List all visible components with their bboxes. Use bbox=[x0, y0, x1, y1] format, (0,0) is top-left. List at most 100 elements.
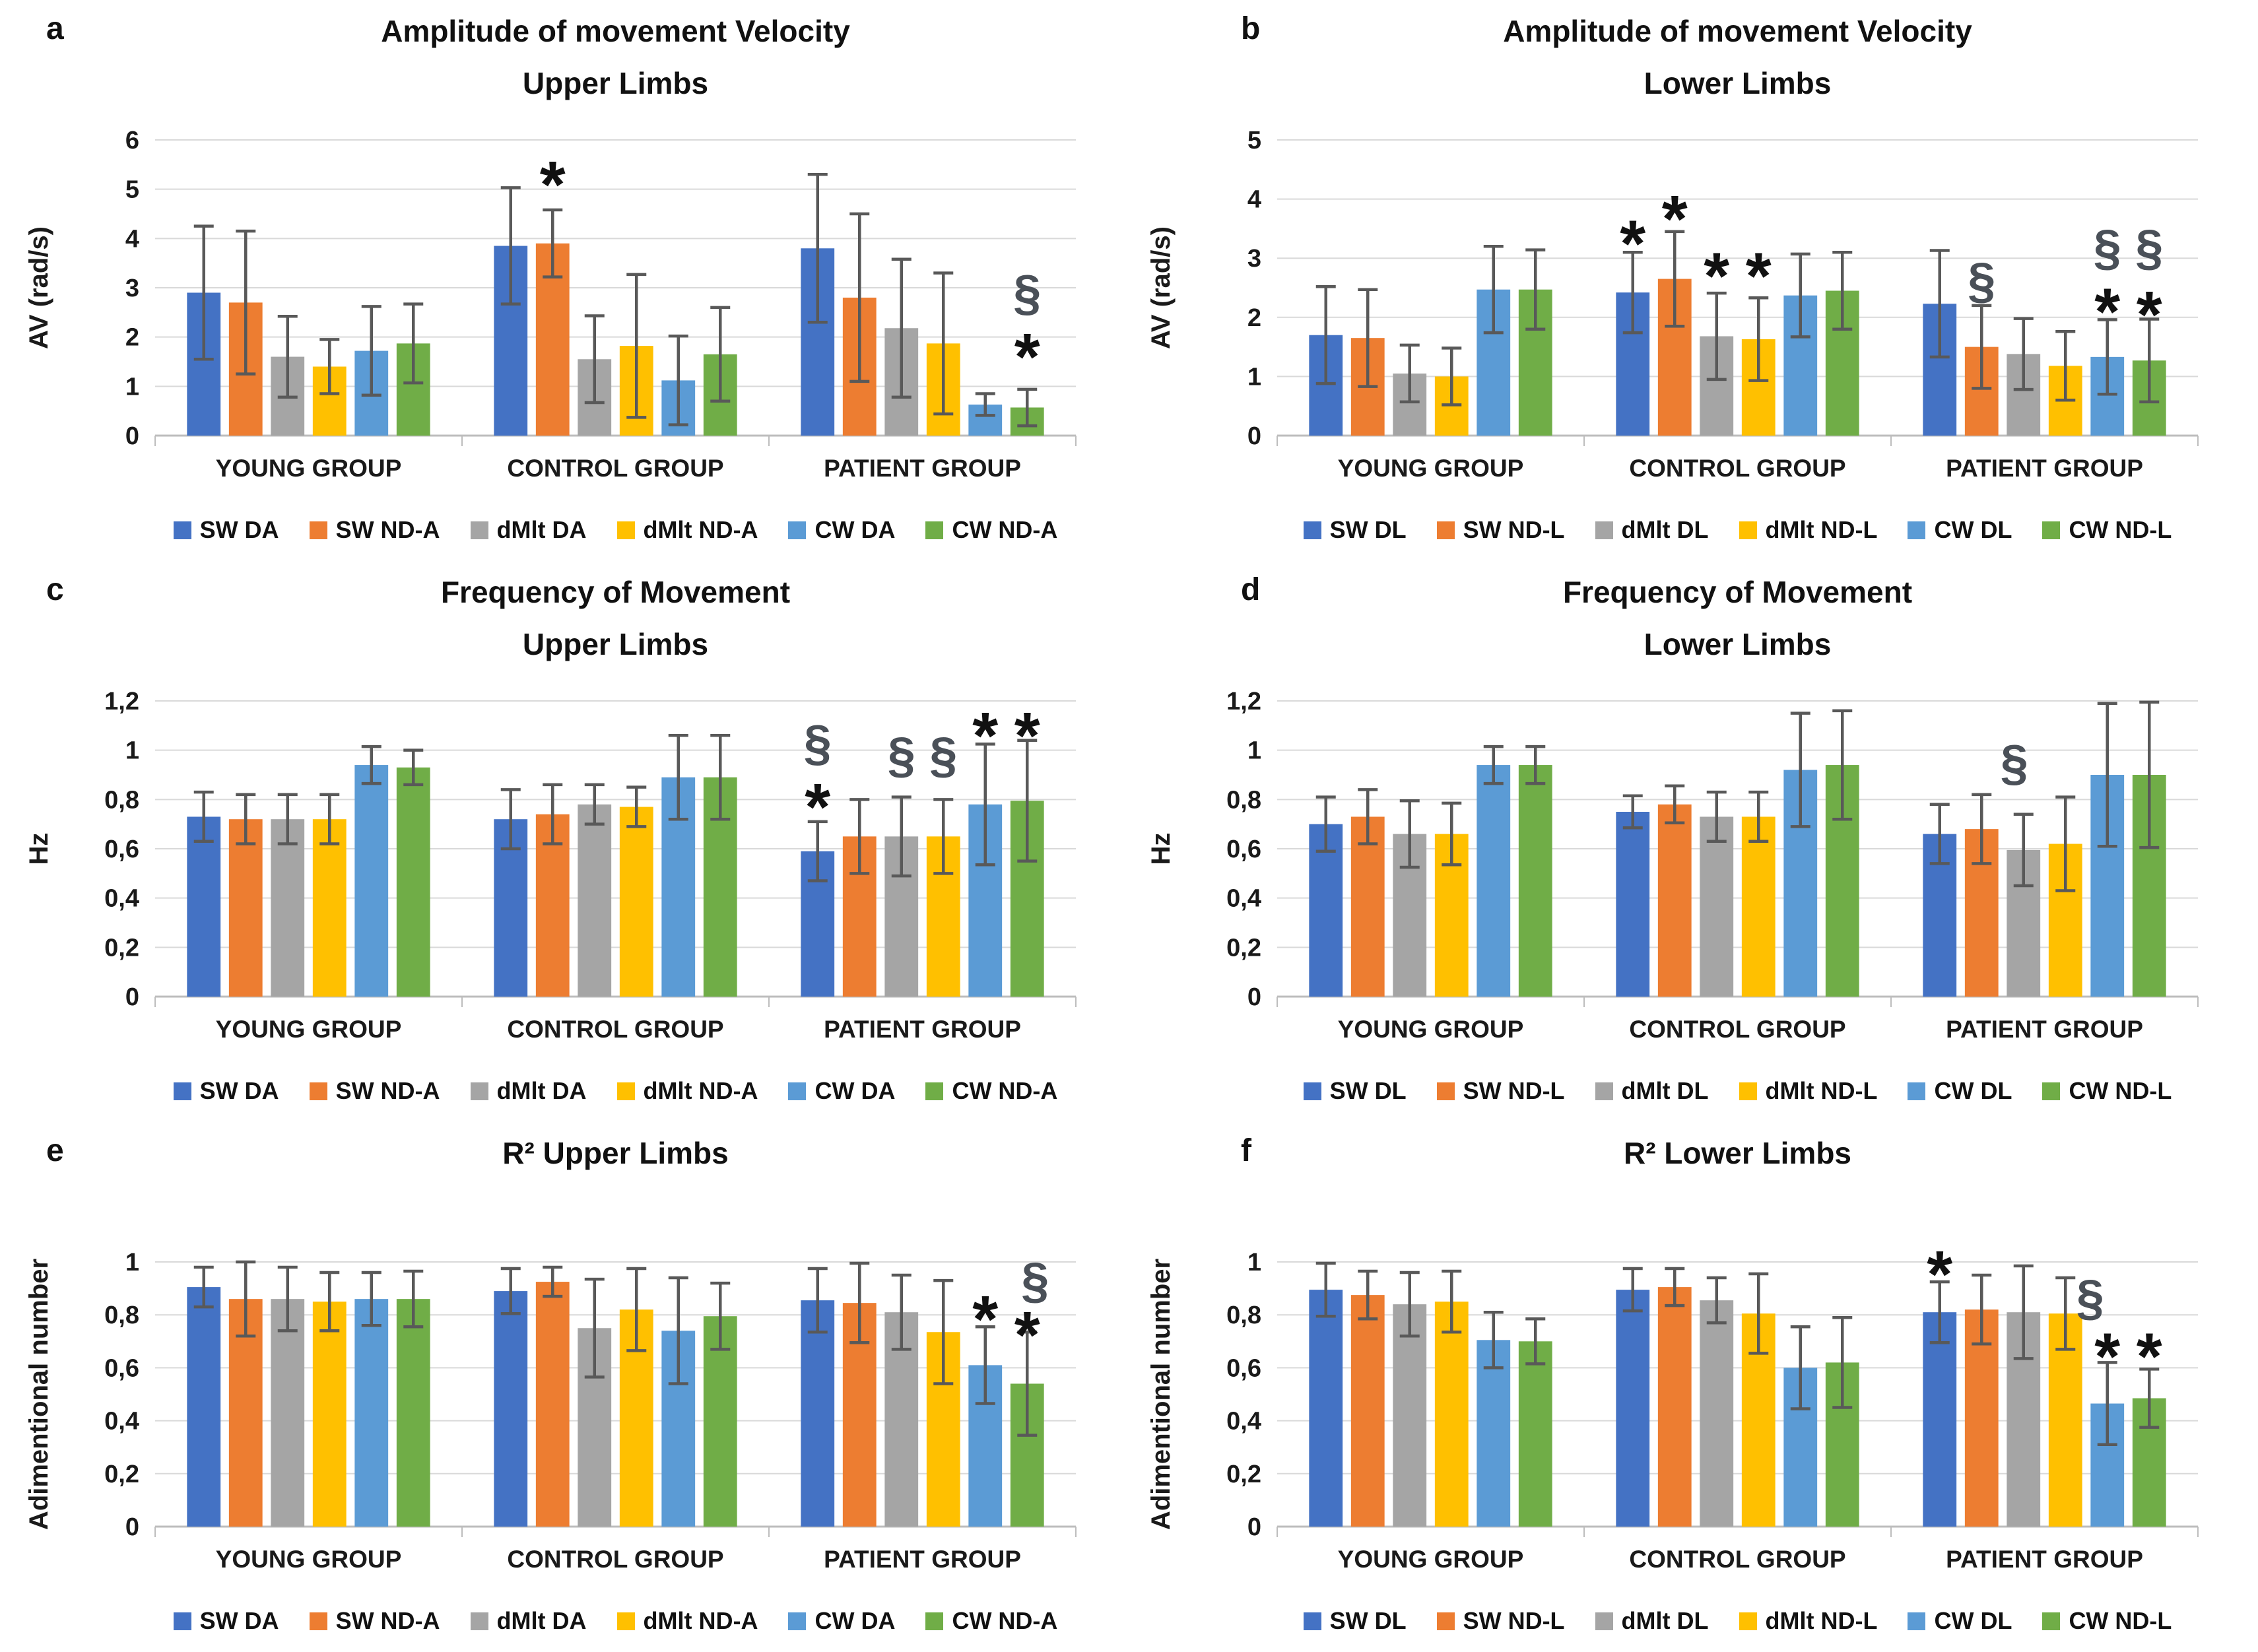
chart-title-line2: Lower Limbs bbox=[1644, 627, 1832, 662]
chart-legend: SW DL SW ND-L dMlt DL dMlt ND-L CW DL CW ND-L bbox=[1277, 1077, 2198, 1105]
bar bbox=[1616, 812, 1650, 997]
y-tick-label: 1,2 bbox=[104, 688, 139, 715]
legend-item: dMlt ND-L bbox=[1739, 516, 1877, 544]
legend-item: SW DA bbox=[173, 1077, 279, 1105]
group-label: YOUNG GROUP bbox=[216, 455, 402, 482]
legend-label: SW DL bbox=[1329, 1077, 1407, 1104]
panel-letter: a bbox=[46, 11, 64, 46]
section-symbol-annotation: § bbox=[1021, 1253, 1049, 1309]
legend-item: dMlt ND-A bbox=[616, 516, 758, 544]
chart-panel-e: e R² Upper Limbs 0 0,2 0,4 0,6 0,8 1 * § * YOUNG … bbox=[0, 1122, 1129, 1652]
bar bbox=[1657, 804, 1692, 997]
legend-swatch-icon bbox=[1908, 1082, 1926, 1100]
legend-swatch-icon bbox=[1595, 521, 1613, 539]
panel-letter: d bbox=[1241, 572, 1261, 607]
asterisk-annotation: * bbox=[1014, 699, 1040, 773]
legend-label: dMlt DA bbox=[496, 1607, 587, 1634]
bar bbox=[1309, 824, 1343, 997]
section-symbol-annotation: § bbox=[1013, 265, 1041, 321]
legend-swatch-icon bbox=[1436, 1082, 1455, 1100]
chart-legend: SW DA SW ND-A dMlt DA dMlt ND-A CW DA CW ND-A bbox=[155, 1607, 1076, 1635]
legend-label: dMlt ND-A bbox=[643, 516, 758, 543]
bar bbox=[1518, 1341, 1552, 1527]
bar bbox=[1923, 1312, 1957, 1527]
group-label: PATIENT GROUP bbox=[824, 1016, 1021, 1043]
asterisk-annotation: * bbox=[1704, 240, 1729, 314]
bar bbox=[187, 1287, 221, 1527]
section-symbol-annotation: § bbox=[929, 727, 957, 783]
y-tick-label: 5 bbox=[1247, 127, 1261, 154]
legend-swatch-icon bbox=[925, 521, 944, 539]
legend-swatch-icon bbox=[173, 521, 191, 539]
legend-item: SW DL bbox=[1303, 1607, 1407, 1635]
legend-item: SW ND-A bbox=[309, 1607, 440, 1635]
chart-legend: SW DA SW ND-A dMlt DA dMlt ND-A CW DA CW ND-A bbox=[155, 516, 1076, 544]
asterisk-annotation: * bbox=[2094, 1319, 2120, 1393]
legend-item: CW ND-L bbox=[2042, 516, 2172, 544]
y-axis-label: Adimentional number bbox=[1146, 1259, 1176, 1530]
y-tick-label: 0,8 bbox=[1226, 786, 1261, 814]
group-label: PATIENT GROUP bbox=[1946, 455, 2143, 482]
legend-item: CW DA bbox=[788, 1077, 895, 1105]
legend-item: dMlt DA bbox=[470, 516, 587, 544]
legend-item: CW DL bbox=[1908, 1077, 2012, 1105]
legend-item: CW DA bbox=[788, 516, 895, 544]
y-tick-label: 0,8 bbox=[104, 1302, 139, 1329]
y-tick-label: 1 bbox=[125, 373, 139, 401]
bar-chart-plot: 00,20,40,60,81 * §* *YOUNG GROUP CONTROL GRO… bbox=[1146, 1238, 2199, 1573]
legend-item: CW ND-A bbox=[925, 1607, 1057, 1635]
legend-label: CW ND-A bbox=[952, 1077, 1058, 1104]
legend-label: CW ND-A bbox=[952, 516, 1058, 543]
y-tick-label: 0,4 bbox=[104, 885, 139, 913]
group-label: PATIENT GROUP bbox=[824, 1546, 1021, 1573]
bar bbox=[1657, 1287, 1692, 1527]
bar bbox=[271, 1299, 305, 1527]
chart-panel-d: d Frequency of Movement Lower Limbs 0 0,2 0… bbox=[1122, 561, 2258, 1122]
legend-item: dMlt DL bbox=[1595, 516, 1709, 544]
panel-letter: e bbox=[46, 1133, 64, 1168]
y-tick-label: 3 bbox=[1247, 245, 1261, 273]
legend-item: CW ND-A bbox=[925, 1077, 1057, 1105]
y-tick-label: 2 bbox=[125, 324, 139, 352]
legend-item: dMlt DL bbox=[1595, 1077, 1709, 1105]
bar bbox=[312, 819, 347, 997]
y-axis-label: Hz bbox=[24, 833, 53, 865]
chart-title-line2: Upper Limbs bbox=[522, 66, 709, 101]
chart-title-line1: Amplitude of movement Velocity bbox=[1503, 14, 1972, 48]
asterisk-annotation: * bbox=[2137, 1319, 2162, 1393]
bar bbox=[1477, 1340, 1511, 1527]
bar bbox=[312, 1302, 347, 1527]
y-tick-label: 0,2 bbox=[1226, 1461, 1261, 1488]
legend-swatch-icon bbox=[1436, 521, 1455, 539]
y-axis-label: AV (rad/s) bbox=[1146, 226, 1176, 349]
y-axis-label: Hz bbox=[1146, 833, 1176, 865]
legend-swatch-icon bbox=[2042, 1612, 2061, 1630]
legend-label: dMlt ND-L bbox=[1765, 1077, 1878, 1104]
legend-swatch-icon bbox=[309, 1612, 327, 1630]
legend-label: CW ND-L bbox=[2069, 1607, 2172, 1634]
y-tick-label: 0,4 bbox=[1226, 885, 1261, 913]
bar bbox=[187, 816, 221, 997]
legend-swatch-icon bbox=[616, 1082, 635, 1100]
legend-swatch-icon bbox=[788, 1082, 807, 1100]
legend-item: dMlt DL bbox=[1595, 1607, 1709, 1635]
legend-item: SW DA bbox=[173, 1607, 279, 1635]
chart-title-line2: Upper Limbs bbox=[522, 627, 709, 662]
legend-swatch-icon bbox=[1595, 1082, 1613, 1100]
asterisk-annotation: * bbox=[972, 1282, 998, 1356]
asterisk-annotation: * bbox=[2137, 278, 2162, 352]
chart-title: Frequency of Movement Upper Limbs bbox=[155, 566, 1076, 671]
legend-item: SW ND-L bbox=[1436, 516, 1565, 544]
legend-label: dMlt DL bbox=[1621, 516, 1709, 543]
bar bbox=[396, 767, 430, 997]
legend-label: CW DL bbox=[1934, 516, 2012, 543]
bar bbox=[396, 1299, 430, 1527]
y-tick-label: 0,2 bbox=[1226, 934, 1261, 962]
bar bbox=[1393, 1304, 1427, 1527]
legend-label: dMlt ND-L bbox=[1765, 1607, 1878, 1634]
bar bbox=[354, 1299, 389, 1527]
legend-item: SW DA bbox=[173, 516, 279, 544]
y-axis-label: Adimentional number bbox=[24, 1259, 53, 1530]
bar bbox=[1309, 1290, 1343, 1527]
y-axis-label: AV (rad/s) bbox=[24, 226, 53, 349]
